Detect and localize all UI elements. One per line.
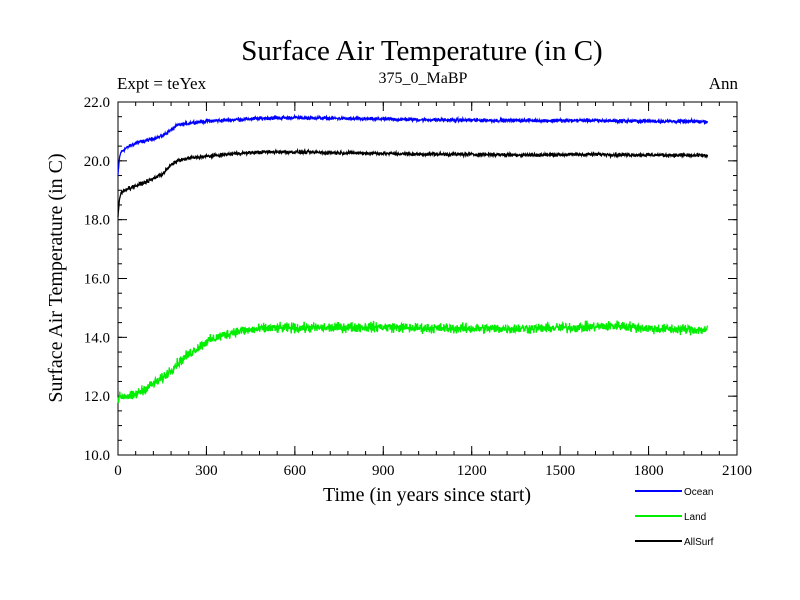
series-line-land — [117, 320, 709, 404]
plot-frame — [117, 101, 738, 456]
chart-title: Surface Air Temperature (in C) — [241, 35, 602, 67]
legend-label-land: Land — [684, 512, 706, 523]
plot-area: 0 300 600 900 1200 1500 1800 2100 10.0 12.0 14.0 16… — [84, 95, 752, 479]
y-tick-label: 12.0 — [84, 389, 110, 405]
x-tick-label: 2100 — [722, 463, 752, 479]
x-axis-label: Time (in years since start) — [323, 484, 531, 506]
subtitle-right: Ann — [709, 74, 739, 93]
x-tick-label: 300 — [195, 463, 218, 479]
x-tick-label: 600 — [284, 463, 307, 479]
y-tick-label: 10.0 — [84, 448, 110, 464]
y-axis-label: Surface Air Temperature (in C) — [45, 153, 67, 402]
x-tick-label: 1200 — [457, 463, 487, 479]
series-line-ocean — [117, 113, 709, 176]
legend-label-ocean: Ocean — [684, 487, 713, 498]
legend: Ocean Land AllSurf — [635, 487, 714, 548]
x-tick-label: 900 — [372, 463, 395, 479]
y-tick-label: 20.0 — [84, 154, 110, 170]
x-tick-label: 0 — [114, 463, 122, 479]
y-tick-label: 14.0 — [84, 330, 110, 346]
subtitle-center: 375_0_MaBP — [379, 70, 468, 87]
x-tick-label: 1800 — [634, 463, 664, 479]
x-tick-label: 1500 — [545, 463, 575, 479]
y-tick-label: 22.0 — [84, 95, 110, 111]
y-tick-label: 18.0 — [84, 213, 110, 229]
series-line-allsurf — [117, 147, 709, 218]
subtitle-left: Expt = teYex — [117, 74, 207, 93]
y-tick-label: 16.0 — [84, 272, 110, 288]
legend-label-allsurf: AllSurf — [684, 537, 714, 548]
